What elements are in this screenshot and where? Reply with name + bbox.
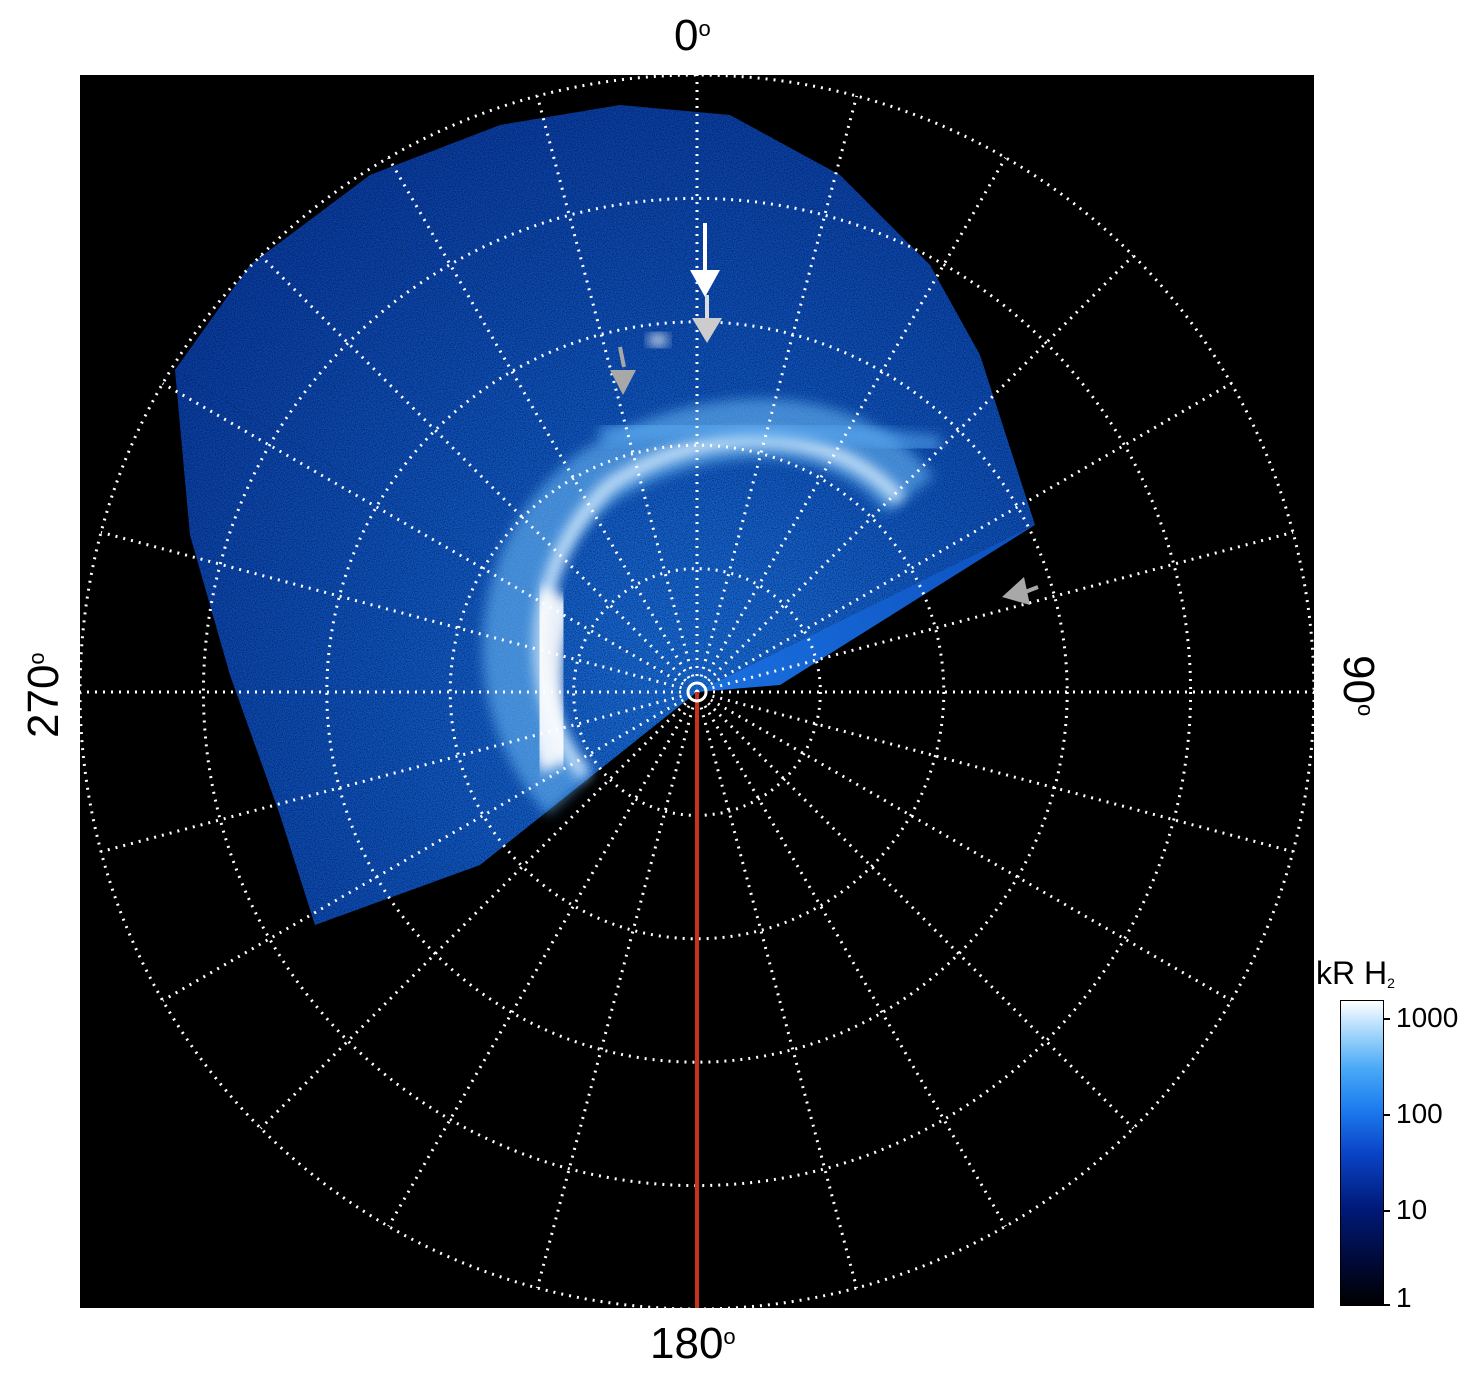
pole-marker <box>686 681 708 703</box>
arrow-marker-3 <box>610 346 636 395</box>
colorbar <box>1340 1000 1384 1306</box>
angle-label-90: 90o <box>1334 655 1383 717</box>
grid-spoke <box>695 690 1135 1130</box>
colorbar-tick-1000: 1000 <box>1396 1002 1459 1033</box>
grid-ring <box>201 196 1193 1188</box>
colorbar-tick-10: 10 <box>1396 1194 1428 1225</box>
angle-label-180: 180o <box>650 1319 736 1368</box>
angle-label-270: 270o <box>19 652 68 738</box>
colorbar-title: kR H2 <box>1316 955 1395 991</box>
grid-spoke <box>696 690 1233 1002</box>
polar-projection <box>80 75 1314 1308</box>
grid-spoke <box>695 691 859 1289</box>
polar-map-panel <box>80 75 1314 1308</box>
colorbar-tick-100: 100 <box>1396 1098 1443 1129</box>
arrow-marker-1 <box>690 223 720 297</box>
grid-spoke <box>695 691 1007 1228</box>
auroral-emission-image <box>175 105 1035 925</box>
arrow-marker-2 <box>692 295 722 343</box>
grid-spoke <box>696 690 1294 854</box>
grid-ring <box>325 320 1069 1064</box>
angle-label-0: 0o <box>674 11 711 60</box>
colorbar-tick-1: 1 <box>1396 1282 1412 1313</box>
arrow-marker-4 <box>1002 577 1039 605</box>
